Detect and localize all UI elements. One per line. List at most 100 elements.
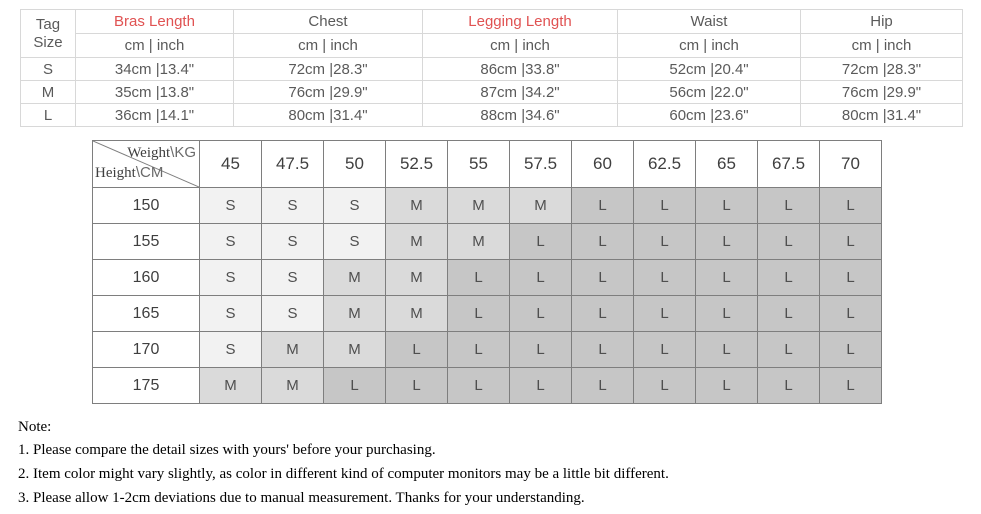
spec-row-m: M 35cm |13.8" 76cm |29.9" 87cm |34.2" 56cm |… bbox=[20, 80, 963, 104]
weight-header-67.5: 67.5 bbox=[757, 140, 820, 188]
size-grade-cell: L bbox=[571, 223, 634, 260]
size-grade-cell: L bbox=[695, 223, 758, 260]
spec-value-cell: 76cm |29.9" bbox=[233, 80, 423, 104]
size-grade-cell: L bbox=[447, 367, 510, 404]
size-grade-cell: M bbox=[447, 223, 510, 260]
spec-value-cell: 86cm |33.8" bbox=[422, 57, 618, 81]
weight-header-70: 70 bbox=[819, 140, 882, 188]
size-grade-cell: L bbox=[509, 295, 572, 332]
unit-header-cell: cm | inch bbox=[800, 33, 963, 58]
size-grade-cell: L bbox=[385, 367, 448, 404]
size-grade-cell: L bbox=[447, 295, 510, 332]
size-grade-cell: L bbox=[695, 367, 758, 404]
size-grade-cell: M bbox=[323, 295, 386, 332]
size-grade-cell: L bbox=[819, 331, 882, 368]
weight-word: Weight bbox=[127, 145, 171, 161]
spec-value-cell: 72cm |28.3" bbox=[800, 57, 963, 81]
diagonal-divider-line bbox=[93, 141, 199, 187]
weight-header-50: 50 bbox=[323, 140, 386, 188]
size-grade-cell: L bbox=[757, 367, 820, 404]
spec-col-header-waist: Waist bbox=[617, 9, 801, 34]
size-grade-cell: M bbox=[385, 259, 448, 296]
unit-header-cell: cm | inch bbox=[617, 33, 801, 58]
size-grade-cell: L bbox=[509, 331, 572, 368]
size-grade-cell: L bbox=[385, 331, 448, 368]
spec-size-label: M bbox=[20, 80, 76, 104]
size-grade-cell: S bbox=[199, 259, 262, 296]
weight-kg-label: Weight\KG bbox=[127, 144, 196, 162]
height-word: Height bbox=[95, 165, 136, 181]
size-grade-cell: S bbox=[261, 259, 324, 296]
size-grade-cell: M bbox=[447, 187, 510, 224]
spec-col-header-legging-length: Legging Length bbox=[422, 9, 618, 34]
size-grade-cell: L bbox=[633, 367, 696, 404]
spec-value-cell: 80cm |31.4" bbox=[800, 103, 963, 127]
notes-section: Note: 1. Please compare the detail sizes… bbox=[18, 419, 669, 514]
size-grade-cell: L bbox=[757, 295, 820, 332]
size-grade-cell: L bbox=[757, 331, 820, 368]
size-grade-cell: M bbox=[385, 223, 448, 260]
size-grade-cell: S bbox=[261, 187, 324, 224]
size-grade-cell: L bbox=[819, 259, 882, 296]
size-grade-cell: L bbox=[819, 295, 882, 332]
spec-value-cell: 80cm |31.4" bbox=[233, 103, 423, 127]
size-grade-cell: S bbox=[199, 223, 262, 260]
height-unit: \CM bbox=[135, 164, 164, 181]
size-grade-cell: L bbox=[695, 331, 758, 368]
height-label-150: 150 bbox=[92, 187, 200, 224]
size-grade-cell: S bbox=[261, 295, 324, 332]
unit-header-cell: cm | inch bbox=[422, 33, 618, 58]
size-grade-cell: L bbox=[695, 187, 758, 224]
spec-col-header-bras-length: Bras Length bbox=[75, 9, 234, 34]
weight-header-62.5: 62.5 bbox=[633, 140, 696, 188]
spec-value-cell: 35cm |13.8" bbox=[75, 80, 234, 104]
spec-value-cell: 60cm |23.6" bbox=[617, 103, 801, 127]
size-matrix-table: Weight\KG Height\CM 45 47.5 50 52.5 55 57.5 60 62… bbox=[92, 140, 882, 404]
matrix-row-165: 165 S S M M L L L L L L L bbox=[92, 295, 882, 332]
size-grade-cell: M bbox=[509, 187, 572, 224]
size-grade-cell: M bbox=[385, 295, 448, 332]
spec-value-cell: 34cm |13.4" bbox=[75, 57, 234, 81]
size-grade-cell: M bbox=[261, 367, 324, 404]
unit-header-cell: cm | inch bbox=[75, 33, 234, 58]
notes-title: Note: bbox=[18, 419, 52, 435]
size-grade-cell: L bbox=[633, 223, 696, 260]
spec-value-cell: 52cm |20.4" bbox=[617, 57, 801, 81]
size-grade-cell: L bbox=[633, 331, 696, 368]
size-grade-cell: S bbox=[323, 223, 386, 260]
size-grade-cell: L bbox=[509, 223, 572, 260]
spec-value-cell: 56cm |22.0" bbox=[617, 80, 801, 104]
weight-header-47.5: 47.5 bbox=[261, 140, 324, 188]
size-grade-cell: L bbox=[695, 295, 758, 332]
size-grade-cell: S bbox=[199, 295, 262, 332]
matrix-row-150: 150 S S S M M M L L L L L bbox=[92, 187, 882, 224]
height-cm-label: Height\CM bbox=[95, 164, 163, 182]
weight-header-60: 60 bbox=[571, 140, 634, 188]
size-grade-cell: S bbox=[323, 187, 386, 224]
size-grade-cell: S bbox=[261, 223, 324, 260]
size-grade-cell: L bbox=[323, 367, 386, 404]
height-label-175: 175 bbox=[92, 367, 200, 404]
size-grade-cell: L bbox=[819, 367, 882, 404]
size-grade-cell: M bbox=[385, 187, 448, 224]
spec-col-header-chest: Chest bbox=[233, 9, 423, 34]
unit-header-cell: cm | inch bbox=[233, 33, 423, 58]
size-grade-cell: S bbox=[199, 187, 262, 224]
spec-value-cell: 87cm |34.2" bbox=[422, 80, 618, 104]
size-grade-cell: L bbox=[757, 187, 820, 224]
height-label-165: 165 bbox=[92, 295, 200, 332]
spec-value-cell: 88cm |34.6" bbox=[422, 103, 618, 127]
size-grade-cell: M bbox=[199, 367, 262, 404]
size-grade-cell: L bbox=[819, 223, 882, 260]
size-grade-cell: L bbox=[757, 223, 820, 260]
weight-header-65: 65 bbox=[695, 140, 758, 188]
size-grade-cell: M bbox=[323, 331, 386, 368]
matrix-row-175: 175 M M L L L L L L L L L bbox=[92, 367, 882, 404]
matrix-row-170: 170 S M M L L L L L L L L bbox=[92, 331, 882, 368]
size-grade-cell: L bbox=[447, 331, 510, 368]
height-label-160: 160 bbox=[92, 259, 200, 296]
size-grade-cell: M bbox=[323, 259, 386, 296]
spec-col-header-hip: Hip bbox=[800, 9, 963, 34]
weight-header-55: 55 bbox=[447, 140, 510, 188]
